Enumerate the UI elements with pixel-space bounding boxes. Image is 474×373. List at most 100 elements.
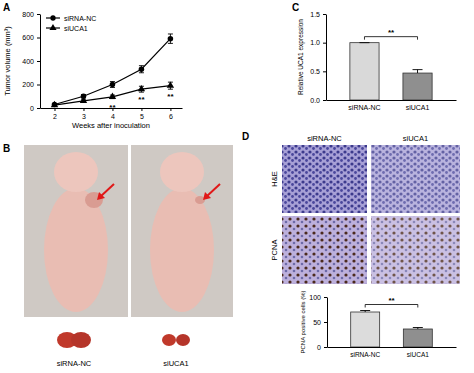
x-axis-tick: 3 <box>82 108 86 120</box>
arrow-head <box>203 192 211 200</box>
y-axis-tick-mark <box>323 100 326 101</box>
x-axis-tick-mark <box>170 108 171 111</box>
mouse-head <box>160 152 204 192</box>
series-point <box>80 97 87 103</box>
x-axis: siRNA-NCsiUCA1 <box>328 347 457 358</box>
x-axis-tick-label: siUCA1 <box>406 104 430 111</box>
photo-label: siRNA-NC <box>57 359 92 368</box>
x-axis-tick-mark <box>83 108 84 111</box>
bar <box>403 73 432 100</box>
y-axis-tick-mark <box>324 322 327 323</box>
y-axis-tick-label: 200 <box>22 81 34 88</box>
y-axis-title: Tumor volume (mm³) <box>3 26 12 96</box>
annotation: ** <box>167 92 174 101</box>
y-axis-tick: 200 <box>22 81 40 88</box>
micrograph <box>282 216 367 284</box>
y-axis: 0 200 400 600 800 <box>22 11 40 112</box>
error-bar <box>139 66 144 73</box>
y-axis-title: Relative UCA1 expression <box>297 19 305 95</box>
x-axis-tick-label: 2 <box>53 113 57 120</box>
y-axis-tick-mark <box>37 85 40 86</box>
micrograph <box>371 145 460 213</box>
x-axis-tick-label: 3 <box>82 113 86 120</box>
arrow-shaft <box>206 184 220 197</box>
x-axis-tick-label: 5 <box>140 113 144 120</box>
y-axis-tick: 1.5 <box>310 11 326 18</box>
annotation: ** <box>109 103 116 112</box>
x-axis-tick: 6 <box>169 108 173 120</box>
excised-tumor <box>176 334 190 346</box>
y-axis-tick: 0.0 <box>310 97 326 104</box>
x-axis-tick-mark <box>141 108 142 111</box>
excised-tumor <box>162 334 176 346</box>
y-axis-tick-label: 100 <box>309 294 321 301</box>
y-axis-line <box>40 15 41 109</box>
y-axis-tick-label: 400 <box>22 58 34 65</box>
error-bar <box>110 82 115 88</box>
photo-label: siUCA1 <box>163 359 188 368</box>
y-axis-tick-label: 1.5 <box>310 11 320 18</box>
arrow-shaft <box>100 184 114 197</box>
x-axis-tick: 2 <box>53 108 57 120</box>
bar <box>403 329 432 347</box>
x-axis: siRNA-NC siUCA1 <box>327 100 457 111</box>
annotation: ** <box>388 28 395 37</box>
micrographs: H&EPCNAsiRNA-NCsiUCA1 <box>270 134 460 284</box>
x-axis-tick-label: siRNA-NC <box>348 104 380 111</box>
row-label: PCNA <box>270 240 279 261</box>
y-axis-tick: 0.5 <box>310 68 326 75</box>
photo <box>131 145 233 317</box>
significance-bracket <box>365 305 418 308</box>
y-axis-tick: 0 <box>30 105 40 112</box>
y-axis-tick-label: 0.0 <box>310 97 320 104</box>
y-axis-tick: 1.0 <box>310 39 326 46</box>
error-bar <box>360 311 370 313</box>
row-label: H&E <box>270 171 279 186</box>
panel-label: D <box>242 131 249 142</box>
y-axis-tick-label: 800 <box>22 11 34 18</box>
arrow-head <box>97 192 105 200</box>
line-chart: 234560200400600800******siRNA-NCsiUCA1We… <box>3 11 183 130</box>
photographs: siRNA-NC siUCA1 <box>24 145 233 368</box>
y-axis-tick: 0 <box>317 344 327 351</box>
x-axis-tick: siUCA1 <box>406 100 430 111</box>
plot-area <box>351 311 433 348</box>
y-axis-tick-mark <box>324 297 327 298</box>
significance-bracket <box>364 37 417 40</box>
mouse-head <box>54 152 98 192</box>
legend-marker <box>49 24 56 30</box>
y-axis-tick-mark <box>37 61 40 62</box>
y-axis-tick: 400 <box>22 58 40 65</box>
figure: ABCD234560200400600800******siRNA-NCsiUC… <box>0 0 474 373</box>
series-point <box>168 36 174 42</box>
y-axis-tick-mark <box>37 108 40 109</box>
series-point <box>139 66 145 72</box>
series-point <box>51 101 58 107</box>
y-axis-tick-mark <box>37 14 40 15</box>
micrograph <box>371 216 460 284</box>
y-axis-tick-label: 0 <box>30 105 34 112</box>
x-axis-title: Weeks after inoculation <box>72 121 150 130</box>
x-axis-tick: siRNA-NC <box>350 347 380 358</box>
y-axis-tick-mark <box>324 347 327 348</box>
x-axis-tick-label: 6 <box>169 113 173 120</box>
error-bar <box>413 70 423 73</box>
y-axis: 0.0 0.5 1.0 1.5 <box>310 11 326 104</box>
y-axis-tick-label: 0 <box>317 344 321 351</box>
series-point <box>52 102 58 108</box>
series-point <box>167 81 174 87</box>
y-axis-tick-mark <box>323 71 326 72</box>
y-axis-tick-mark <box>37 38 40 39</box>
panel-label: C <box>292 2 299 13</box>
y-axis-title: PCNA positive cells (%) <box>300 290 306 353</box>
y-axis-tick: 50 <box>313 319 327 326</box>
y-axis-tick-mark <box>323 43 326 44</box>
x-axis-tick-mark <box>54 108 55 111</box>
error-bar <box>359 42 369 43</box>
y-axis-line <box>326 15 327 101</box>
plot-area <box>51 34 174 107</box>
y-axis-tick: 800 <box>22 11 40 18</box>
y-axis-tick-label: 0.5 <box>310 68 320 75</box>
y-axis-tick: 600 <box>22 34 40 41</box>
micrograph <box>282 145 367 213</box>
